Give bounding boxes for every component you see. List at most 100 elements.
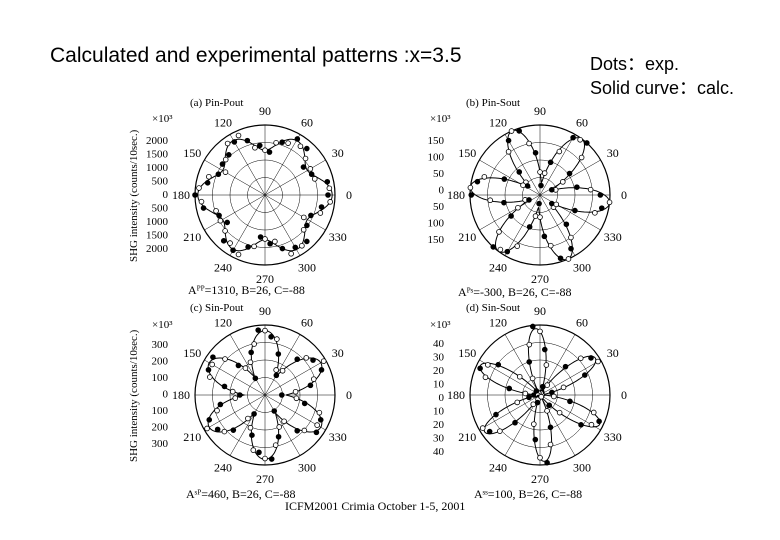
radial-tick-label: 20 bbox=[433, 419, 445, 431]
exp-dot-filled bbox=[308, 212, 314, 219]
exp-dot-filled bbox=[563, 221, 570, 228]
exp-dot-open bbox=[590, 409, 597, 416]
angle-label: 300 bbox=[298, 461, 316, 475]
exp-dot-filled bbox=[572, 207, 578, 214]
exp-dot-open bbox=[532, 213, 539, 219]
exp-dot-open bbox=[537, 169, 543, 175]
exp-dot-filled bbox=[598, 205, 605, 211]
exp-dot-open bbox=[496, 229, 502, 235]
exp-dot-open bbox=[508, 128, 515, 134]
exp-dot-filled bbox=[215, 171, 222, 178]
exp-dot-filled bbox=[548, 186, 555, 193]
params-label: Aᴾˢ=-300, B=26, C=-88 bbox=[458, 285, 572, 299]
radial-tick-label: 1500 bbox=[146, 230, 169, 242]
exp-dot-filled bbox=[588, 355, 594, 361]
exp-dot-filled bbox=[217, 401, 224, 408]
exp-dot-filled bbox=[192, 192, 198, 198]
exp-dot-filled bbox=[505, 137, 512, 144]
exp-dot-open bbox=[274, 336, 280, 342]
exp-dot-filled bbox=[526, 359, 533, 365]
exp-dot-filled bbox=[308, 171, 315, 178]
panel-label: (d) Sin-Sout bbox=[466, 302, 520, 314]
angle-label: 240 bbox=[214, 261, 232, 275]
angle-label: 240 bbox=[489, 461, 507, 475]
exp-dot-filled bbox=[526, 394, 532, 401]
exp-dot-open bbox=[247, 424, 254, 431]
exp-dot-open bbox=[251, 341, 257, 347]
exp-dot-filled bbox=[251, 411, 257, 417]
radial-tick-label: 200 bbox=[152, 422, 169, 434]
exp-dot-open bbox=[556, 148, 563, 155]
grid-spoke bbox=[264, 359, 326, 396]
exp-dot-filled bbox=[568, 245, 574, 252]
angle-label: 210 bbox=[183, 430, 201, 444]
exp-dot-open bbox=[227, 240, 233, 246]
radial-tick-label: 0 bbox=[439, 185, 445, 197]
exp-dot-open bbox=[217, 217, 224, 224]
exp-dot-filled bbox=[547, 159, 554, 166]
exp-dot-open bbox=[232, 395, 239, 401]
exp-dot-open bbox=[537, 214, 543, 220]
exp-dot-open bbox=[520, 182, 526, 189]
angle-label: 0 bbox=[346, 388, 352, 402]
exp-dot-filled bbox=[532, 436, 539, 443]
exp-dot-open bbox=[577, 355, 584, 362]
exp-dot-filled bbox=[538, 182, 544, 189]
radial-tick-label: 50 bbox=[433, 168, 445, 180]
angle-label: 0 bbox=[346, 188, 352, 202]
exp-dot-open bbox=[522, 390, 529, 397]
exp-dot-filled bbox=[516, 169, 523, 175]
exp-dot-filled bbox=[278, 392, 285, 398]
exp-dot-filled bbox=[268, 334, 274, 340]
radial-tick-label: 40 bbox=[433, 446, 445, 458]
exp-dot-filled bbox=[574, 184, 580, 190]
grid-spoke bbox=[264, 394, 301, 456]
exp-dot-filled bbox=[205, 367, 212, 373]
exp-dot-filled bbox=[324, 178, 331, 185]
exp-dot-filled bbox=[279, 139, 285, 146]
exp-dot-open bbox=[314, 422, 320, 428]
exp-dot-filled bbox=[219, 161, 226, 167]
angle-label: 30 bbox=[332, 146, 344, 160]
grid-spoke bbox=[229, 134, 266, 196]
grid-spoke bbox=[539, 194, 601, 231]
multiplier-label: ×10³ bbox=[430, 113, 451, 125]
grid-spoke bbox=[504, 134, 541, 196]
exp-dot-open bbox=[235, 132, 242, 139]
legend: Dots：exp. Solid curve：calc. bbox=[590, 52, 734, 100]
angle-label: 90 bbox=[534, 104, 546, 118]
exp-dot-open bbox=[303, 355, 310, 361]
exp-dot-open bbox=[288, 250, 294, 257]
multiplier-label: ×10³ bbox=[430, 319, 451, 331]
exp-dot-filled bbox=[486, 428, 493, 435]
exp-dot-open bbox=[281, 418, 287, 425]
exp-dot-filled bbox=[275, 433, 282, 440]
exp-dot-filled bbox=[235, 362, 242, 369]
exp-dot-open bbox=[213, 208, 219, 214]
exp-dot-open bbox=[198, 198, 205, 205]
exp-dot-open bbox=[262, 236, 268, 242]
exp-dot-filled bbox=[256, 449, 262, 456]
exp-dot-filled bbox=[524, 183, 531, 189]
exp-dot-open bbox=[285, 140, 291, 146]
exp-dot-open bbox=[245, 415, 251, 422]
grid-spoke bbox=[229, 334, 266, 396]
exp-dot-open bbox=[559, 179, 566, 185]
angle-label: 30 bbox=[607, 346, 619, 360]
exp-dot-open bbox=[320, 358, 327, 364]
angle-label: 210 bbox=[458, 430, 476, 444]
exp-dot-open bbox=[221, 428, 228, 435]
exp-dot-filled bbox=[541, 346, 548, 353]
exp-dot-open bbox=[568, 234, 574, 241]
grid-spoke bbox=[204, 394, 266, 431]
exp-dot-open bbox=[247, 359, 254, 366]
exp-dot-open bbox=[251, 243, 257, 250]
exp-dot-filled bbox=[310, 357, 316, 363]
exp-dot-open bbox=[526, 341, 533, 348]
exp-dot-open bbox=[302, 155, 309, 162]
grid-spoke bbox=[204, 194, 266, 231]
exp-dot-filled bbox=[210, 354, 216, 360]
exp-dot-open bbox=[556, 409, 563, 416]
angle-label: 300 bbox=[298, 261, 316, 275]
